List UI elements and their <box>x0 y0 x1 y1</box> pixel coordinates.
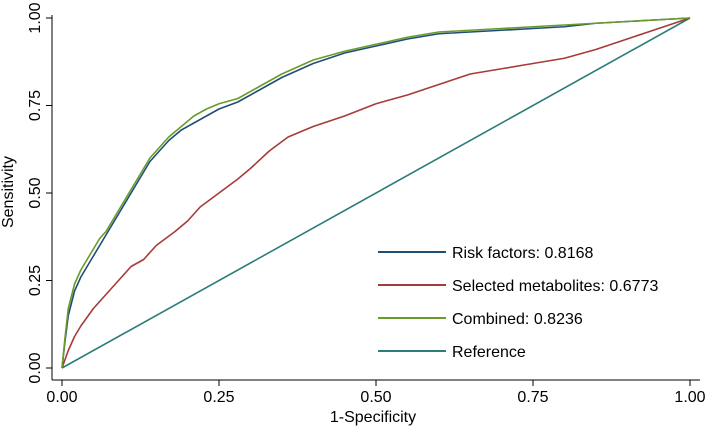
series-lines <box>61 17 691 369</box>
legend: Risk factors: 0.8168 Selected metabolites… <box>378 245 658 361</box>
series-line-risk-factors <box>61 17 691 369</box>
y-tick-label: 0.00 <box>27 352 44 383</box>
y-tick-label: 1.00 <box>27 2 44 33</box>
x-tick-label: 1.00 <box>674 389 705 406</box>
x-tick-label: 0.25 <box>203 389 234 406</box>
y-axis-label: Sensitivity <box>0 156 17 228</box>
legend-label: Selected metabolites: 0.6773 <box>452 278 658 295</box>
legend-label: Combined: 0.8236 <box>452 311 583 328</box>
y-tick-label: 0.25 <box>27 265 44 296</box>
x-tick-label: 0.50 <box>360 389 391 406</box>
y-tick-label: 0.50 <box>27 177 44 208</box>
legend-label: Reference <box>452 344 526 361</box>
x-tick-label: 0.75 <box>517 389 548 406</box>
x-ticks: 0.00 0.25 0.50 0.75 1.00 <box>46 380 706 406</box>
plot-area: 0.00 0.25 0.50 0.75 1.00 0.00 0.25 0.50 0.75 1.0… <box>27 2 706 406</box>
series-line-selected-metabolites <box>61 17 691 369</box>
y-tick-label: 0.75 <box>27 90 44 121</box>
series-line-combined <box>61 17 691 369</box>
x-axis-label: 1-Specificity <box>330 409 416 426</box>
y-ticks: 0.00 0.25 0.50 0.75 1.00 <box>27 2 52 384</box>
legend-label: Risk factors: 0.8168 <box>452 245 594 262</box>
x-tick-label: 0.00 <box>46 389 77 406</box>
series-line-reference <box>61 17 691 369</box>
